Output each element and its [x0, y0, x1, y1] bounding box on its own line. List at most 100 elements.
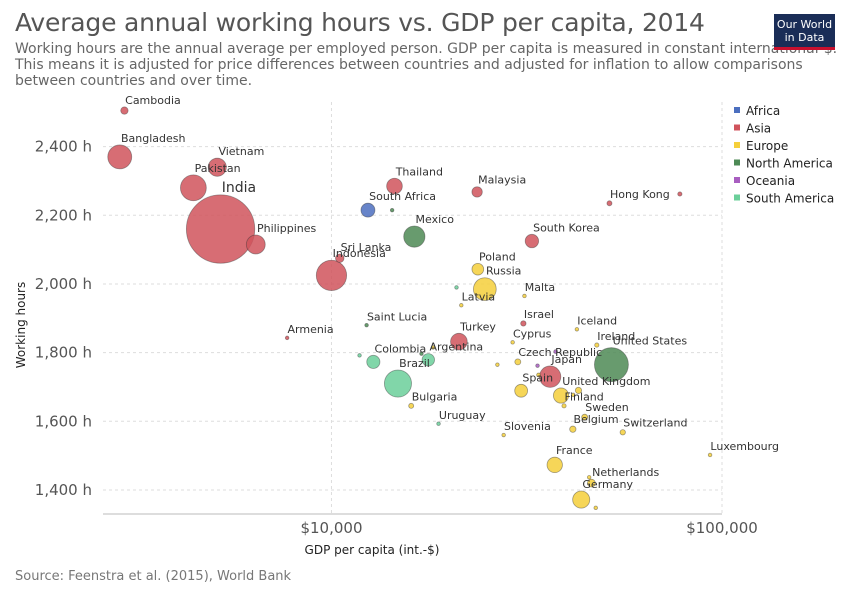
- data-label: Israel: [524, 308, 554, 321]
- legend-swatch: [734, 159, 740, 166]
- data-point[interactable]: [403, 225, 426, 248]
- data-point[interactable]: [383, 369, 412, 398]
- data-point[interactable]: [501, 432, 506, 438]
- data-point[interactable]: [514, 358, 522, 366]
- data-point[interactable]: [107, 144, 133, 170]
- data-point[interactable]: [574, 386, 583, 394]
- y-tick-label: 1,800 h: [35, 344, 92, 362]
- legend-entry[interactable]: Europe: [746, 139, 788, 153]
- data-point[interactable]: [677, 191, 683, 197]
- data-point[interactable]: [514, 383, 529, 398]
- legend-entry[interactable]: Africa: [746, 104, 780, 118]
- logo-line-2: in Data: [784, 31, 825, 44]
- data-label: Sweden: [585, 401, 628, 414]
- data-label: Mexico: [416, 213, 455, 226]
- data-point[interactable]: [495, 362, 500, 367]
- data-point[interactable]: [471, 262, 485, 276]
- data-point[interactable]: [707, 452, 713, 458]
- data-label: Finland: [564, 391, 603, 404]
- data-label: United Kingdom: [562, 375, 650, 388]
- data-label: Hong Kong: [610, 188, 670, 201]
- data-point[interactable]: [606, 200, 613, 207]
- data-label: Latvia: [462, 290, 496, 303]
- legend-entry[interactable]: North America: [746, 157, 833, 171]
- data-label: Colombia: [375, 342, 427, 355]
- data-point[interactable]: [552, 387, 569, 404]
- logo-line-1: Our World: [776, 18, 833, 31]
- data-point[interactable]: [619, 429, 626, 436]
- source-note: Source: Feenstra et al. (2015), World Ba…: [15, 569, 292, 584]
- data-point[interactable]: [120, 106, 129, 115]
- data-point[interactable]: [571, 392, 576, 398]
- data-point[interactable]: [180, 174, 207, 202]
- y-tick-label: 2,400 h: [35, 138, 92, 156]
- data-point[interactable]: [386, 177, 403, 195]
- data-point[interactable]: [524, 233, 540, 249]
- data-point[interactable]: [522, 293, 527, 299]
- data-label: South Africa: [369, 190, 436, 203]
- data-point[interactable]: [419, 351, 424, 356]
- data-point[interactable]: [535, 363, 540, 368]
- data-point[interactable]: [357, 353, 362, 358]
- data-point[interactable]: [408, 402, 415, 409]
- data-label: Argentina: [430, 341, 484, 354]
- y-tick-label: 1,600 h: [35, 412, 92, 430]
- data-point[interactable]: [581, 413, 589, 421]
- data-point[interactable]: [539, 365, 562, 388]
- legend-swatch: [734, 124, 740, 131]
- data-point[interactable]: [245, 234, 266, 255]
- data-point[interactable]: [360, 202, 376, 218]
- data-point[interactable]: [459, 303, 464, 308]
- data-label: Germany: [582, 478, 633, 491]
- y-tick-label: 1,400 h: [35, 481, 92, 499]
- legend-entry[interactable]: Oceania: [746, 174, 795, 188]
- data-point[interactable]: [572, 490, 591, 509]
- data-point[interactable]: [594, 342, 600, 348]
- x-axis-label: GDP per capita (int.-$): [305, 543, 440, 557]
- data-point[interactable]: [284, 335, 290, 341]
- data-label: Sri Lanka: [341, 241, 392, 254]
- data-point[interactable]: [207, 157, 227, 177]
- data-point[interactable]: [587, 478, 596, 488]
- data-point[interactable]: [421, 353, 435, 367]
- data-label: India: [222, 180, 256, 196]
- data-point[interactable]: [366, 354, 381, 369]
- data-label: Japan: [550, 353, 582, 366]
- legend-entry[interactable]: Asia: [746, 122, 771, 136]
- data-label: United States: [613, 335, 688, 348]
- data-point[interactable]: [546, 456, 563, 474]
- data-point[interactable]: [536, 372, 541, 378]
- data-point[interactable]: [520, 320, 527, 327]
- data-point[interactable]: [471, 186, 483, 198]
- data-point[interactable]: [364, 322, 369, 328]
- data-label: South Korea: [533, 221, 600, 234]
- data-point[interactable]: [389, 207, 395, 213]
- data-point[interactable]: [553, 349, 558, 354]
- data-point[interactable]: [594, 347, 629, 383]
- data-point[interactable]: [586, 475, 592, 480]
- data-label: Brazil: [399, 357, 430, 370]
- data-label: Spain: [522, 371, 553, 384]
- data-point[interactable]: [185, 194, 256, 264]
- data-point[interactable]: [574, 327, 580, 332]
- data-label: Bangladesh: [121, 132, 186, 145]
- data-point[interactable]: [561, 403, 567, 409]
- y-tick-label: 2,000 h: [35, 275, 92, 293]
- data-label: Pakistan: [195, 162, 241, 175]
- data-point[interactable]: [593, 505, 598, 511]
- data-point[interactable]: [430, 345, 436, 350]
- legend-entry[interactable]: South America: [746, 192, 834, 206]
- data-point[interactable]: [450, 332, 468, 351]
- data-label: Netherlands: [592, 466, 659, 479]
- data-point[interactable]: [569, 425, 577, 433]
- data-point[interactable]: [473, 277, 497, 301]
- data-point[interactable]: [436, 421, 441, 426]
- data-label: Armenia: [288, 323, 334, 336]
- data-point[interactable]: [454, 285, 459, 290]
- data-label: Vietnam: [218, 145, 264, 158]
- data-label: Thailand: [395, 165, 443, 178]
- data-point[interactable]: [335, 253, 345, 263]
- owid-logo[interactable]: Our World in Data: [774, 14, 835, 50]
- data-point[interactable]: [315, 259, 348, 291]
- data-point[interactable]: [510, 340, 515, 345]
